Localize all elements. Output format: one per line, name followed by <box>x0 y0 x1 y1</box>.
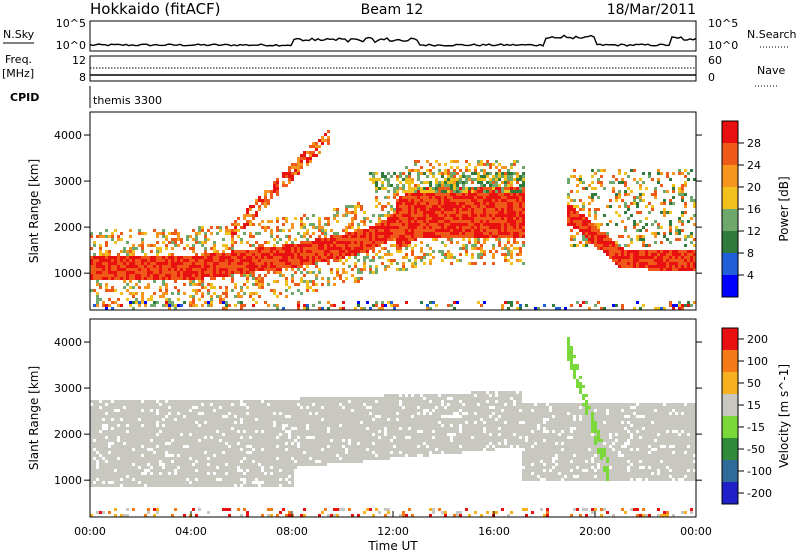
nave-tick-lo: 0 <box>708 71 715 84</box>
x-tick-label: 00:00 <box>680 525 712 538</box>
velocity-ylabel: Slant Range [km] <box>27 366 41 470</box>
colorbar-tick-label: 24 <box>747 159 761 172</box>
nsearch-tick-lo: 10^0 <box>708 39 738 52</box>
velocity-xlabel: Time UT <box>367 539 418 553</box>
velocity-x-ticks: 00:00 04:00 08:00 12:00 16:00 20:00 00:00 <box>74 511 712 538</box>
x-tick-label: 08:00 <box>276 525 308 538</box>
cpid-value: themis 3300 <box>93 94 162 107</box>
power-colorbar-label: Power [dB] <box>777 176 791 241</box>
x-tick-label: 16:00 <box>478 525 510 538</box>
colorbar-tick-label: 100 <box>747 355 768 368</box>
colorbar-tick-label: 28 <box>747 137 761 150</box>
freq-strip: Freq. [MHz] 12 8 60 0 Nave <box>2 53 785 87</box>
colorbar-swatch <box>722 187 738 210</box>
colorbar-swatch <box>722 121 738 144</box>
velocity-panel: 1000 2000 3000 4000 00:00 04:00 08:00 12:00 16:… <box>27 318 712 553</box>
nsky-strip: N.Sky 10^5 10^0 10^5 10^0 N.Search <box>3 17 797 52</box>
colorbar-tick-label: 16 <box>747 203 761 216</box>
y-tick-label: 3000 <box>54 382 82 395</box>
nsearch-tick-hi: 10^5 <box>708 17 738 30</box>
power-data-cells <box>90 130 696 310</box>
colorbar-tick-label: -100 <box>747 465 772 478</box>
colorbar-tick-label: 12 <box>747 225 761 238</box>
x-tick-label: 20:00 <box>579 525 611 538</box>
velocity-data-cells <box>90 337 696 517</box>
x-tick-label: 04:00 <box>175 525 207 538</box>
colorbar-swatch <box>722 328 738 351</box>
cpid-strip: CPID themis 3300 <box>10 86 162 108</box>
colorbar-swatch <box>722 372 738 395</box>
colorbar-swatch <box>722 209 738 232</box>
velocity-colorbar: 200 100 50 15 -15 -50 -100 -200 Velocity [m s^-… <box>721 327 791 505</box>
colorbar-swatch <box>722 143 738 166</box>
colorbar-swatch <box>722 231 738 254</box>
colorbar-swatch <box>722 253 738 276</box>
x-tick-label: 12:00 <box>377 525 409 538</box>
nave-label: Nave <box>757 64 785 77</box>
power-panel: 1000 2000 3000 4000 Slant Range [km] <box>27 111 702 311</box>
y-tick-label: 4000 <box>54 129 82 142</box>
colorbar-swatch <box>722 482 738 505</box>
velocity-y-ticks: 1000 2000 3000 4000 <box>54 336 702 487</box>
colorbar-tick-label: -200 <box>747 487 772 500</box>
colorbar-swatch <box>722 394 738 417</box>
beam-title: Beam 12 <box>361 2 424 18</box>
station-title: Hokkaido (fitACF) <box>90 0 221 18</box>
freq-tick-lo: 8 <box>79 71 86 84</box>
colorbar-swatch <box>722 275 738 298</box>
y-tick-label: 2000 <box>54 221 82 234</box>
y-tick-label: 4000 <box>54 336 82 349</box>
nave-tick-hi: 60 <box>708 54 722 67</box>
cpid-label: CPID <box>10 91 39 104</box>
colorbar-swatch <box>722 438 738 461</box>
colorbar-tick-label: 50 <box>747 377 761 390</box>
colorbar-swatch <box>722 165 738 188</box>
freq-unit: [MHz] <box>2 67 34 80</box>
colorbar-swatch <box>722 416 738 439</box>
power-colorbar: 28 24 20 16 12 8 4 Power [dB] <box>721 120 791 298</box>
nsearch-label: N.Search <box>747 28 797 41</box>
colorbar-swatch <box>722 350 738 373</box>
freq-tick-hi: 12 <box>72 54 86 67</box>
colorbar-tick-label: 200 <box>747 333 768 346</box>
velocity-colorbar-label: Velocity [m s^-1] <box>777 364 791 468</box>
y-tick-label: 2000 <box>54 428 82 441</box>
colorbar-tick-label: 15 <box>747 399 761 412</box>
y-tick-label: 1000 <box>54 474 82 487</box>
power-y-ticks: 1000 2000 3000 4000 <box>54 129 702 280</box>
x-tick-label: 00:00 <box>74 525 106 538</box>
y-tick-label: 3000 <box>54 175 82 188</box>
colorbar-tick-label: -50 <box>747 443 765 456</box>
nsky-trace <box>89 34 697 47</box>
date-title: 18/Mar/2011 <box>607 2 696 18</box>
colorbar-swatch <box>722 460 738 483</box>
colorbar-tick-label: 8 <box>747 247 754 260</box>
nsky-label: N.Sky <box>3 28 35 41</box>
colorbar-tick-label: 20 <box>747 181 761 194</box>
nsky-tick-hi: 10^5 <box>56 17 86 30</box>
nsky-tick-lo: 10^0 <box>56 39 86 52</box>
colorbar-tick-label: 4 <box>747 269 754 282</box>
y-tick-label: 1000 <box>54 267 82 280</box>
power-ylabel: Slant Range [km] <box>27 159 41 263</box>
freq-label: Freq. <box>5 53 32 66</box>
colorbar-tick-label: -15 <box>747 421 765 434</box>
